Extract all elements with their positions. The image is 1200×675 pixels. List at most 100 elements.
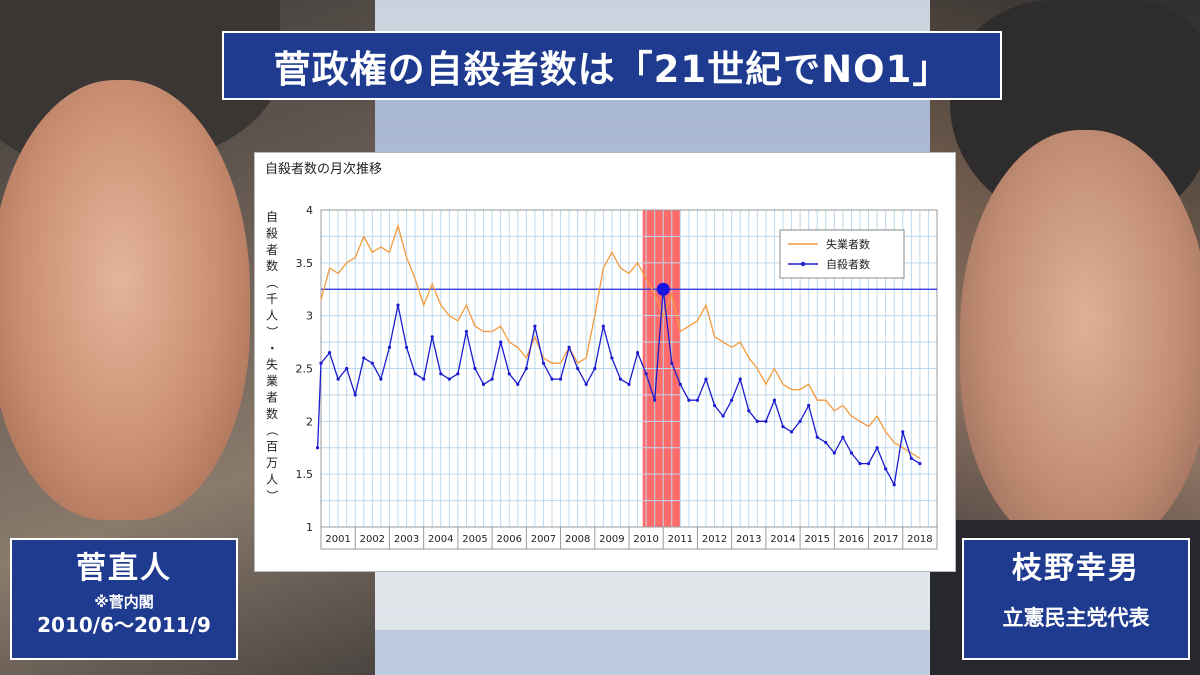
caption-left: 菅直人 ※菅内閣 2010/6〜2011/9: [10, 538, 238, 660]
y-axis-label-char: 千: [266, 292, 278, 306]
series-point: [653, 398, 657, 402]
legend-label: 自殺者数: [826, 257, 870, 271]
series-point: [832, 451, 836, 455]
y-axis-label-char: （: [265, 277, 279, 289]
x-tick-label: 2003: [394, 534, 419, 545]
x-tick-label: 2014: [770, 534, 795, 545]
caption-right-name: 枝野幸男: [1012, 551, 1140, 586]
x-tick-label: 2013: [736, 534, 761, 545]
chart-title: 自殺者数の月次推移: [265, 161, 382, 177]
photo-right-face: [960, 130, 1200, 550]
series-point: [456, 372, 460, 376]
y-axis-label-char: 数: [266, 258, 278, 273]
y-axis-label-char: 自: [266, 210, 278, 224]
y-axis-label-char: ・: [265, 342, 279, 354]
series-point: [336, 377, 340, 381]
y-axis-label-char: 人: [266, 308, 278, 322]
y-tick-label: 1: [306, 521, 313, 534]
series-point: [764, 419, 768, 423]
x-tick-label: 2017: [873, 534, 898, 545]
series-line-suicides: [316, 289, 921, 487]
caption-left-note: ※菅内閣: [94, 593, 154, 611]
series-point: [747, 409, 751, 413]
page-title: 菅政権の自殺者数は「21世紀でNO1」: [273, 47, 951, 91]
series-point: [755, 419, 759, 423]
series-point: [858, 462, 862, 466]
series-point: [789, 430, 794, 434]
series-point: [618, 377, 623, 381]
series-point: [841, 435, 845, 439]
y-axis-label-char: 者: [266, 390, 278, 404]
series-point: [704, 377, 708, 381]
x-tick-label: 2016: [839, 534, 864, 545]
y-tick-label: 1.5: [296, 468, 314, 481]
y-axis-label-char: 百: [266, 440, 278, 454]
series-point: [849, 451, 854, 455]
x-tick-label: 2002: [360, 534, 385, 545]
series-point: [695, 398, 700, 402]
x-tick-label: 2007: [531, 534, 556, 545]
series-point: [490, 377, 494, 381]
y-axis-label-char: 業: [266, 374, 278, 388]
series-point: [875, 446, 879, 450]
y-axis-label-char: ）: [265, 326, 279, 338]
series-point: [730, 398, 734, 402]
series-point: [661, 287, 665, 291]
photo-left-face: [0, 80, 250, 520]
x-tick-label: 2010: [633, 534, 658, 545]
series-point: [550, 377, 554, 381]
series-point: [798, 419, 802, 423]
series-point: [473, 366, 477, 371]
series-point: [738, 377, 742, 381]
caption-right: 枝野幸男 立憲民主党代表: [962, 538, 1190, 660]
caption-left-name: 菅直人: [76, 551, 172, 586]
legend-swatch-marker: [800, 261, 806, 267]
legend-label: 失業者数: [826, 238, 870, 251]
series-point: [439, 372, 443, 376]
y-axis-label-char: 殺: [266, 226, 278, 240]
x-tick-label: 2001: [325, 534, 350, 545]
series-point: [499, 340, 503, 344]
series-point: [678, 382, 682, 386]
series-point: [464, 329, 469, 334]
series-point: [413, 372, 417, 376]
y-tick-label: 2: [306, 415, 313, 428]
series-point: [362, 356, 366, 360]
series-point: [584, 382, 588, 386]
y-tick-label: 3.5: [296, 257, 314, 270]
series-point: [909, 456, 913, 460]
y-axis-label-char: 万: [266, 456, 278, 470]
series-point: [533, 324, 537, 328]
y-axis-label: 自殺者数（千人）・失業者数（百万人）: [265, 210, 279, 502]
series-point: [507, 372, 511, 376]
x-tick-label: 2006: [496, 534, 521, 545]
series-point: [593, 366, 597, 371]
x-tick-label: 2005: [462, 534, 487, 545]
y-tick-label: 3: [306, 310, 313, 323]
series-point: [901, 430, 905, 434]
series-point: [635, 351, 640, 355]
y-tick-label: 2.5: [296, 363, 314, 376]
series-point: [430, 335, 434, 339]
series-point: [721, 414, 725, 418]
series-layer: [315, 223, 922, 487]
series-point: [345, 366, 349, 371]
series-point: [866, 462, 871, 466]
chart-panel: 自殺者数の月次推移 自殺者数（千人）・失業者数（百万人） 1 1.5 2 2.5 3 3.…: [254, 152, 956, 572]
series-point: [481, 382, 486, 386]
x-tick-layer: 2001 2002 2003 2004 2005 2006 2007 2008 2009 2010…: [320, 526, 938, 550]
series-point: [516, 382, 520, 386]
series-point: [422, 377, 426, 381]
series-point: [319, 361, 323, 365]
line-chart: 自殺者数の月次推移 自殺者数（千人）・失業者数（百万人） 11.522.533.…: [265, 161, 938, 550]
series-point: [387, 345, 392, 349]
series-point: [781, 425, 785, 429]
series-point: [524, 366, 528, 371]
series-point: [396, 303, 400, 307]
x-tick-label: 2012: [702, 534, 727, 545]
series-point: [353, 393, 357, 397]
series-point: [807, 403, 811, 408]
y-tick-layer: 1 1.5 2 2.5 3 3.5 4: [296, 204, 314, 534]
series-point: [824, 440, 828, 445]
